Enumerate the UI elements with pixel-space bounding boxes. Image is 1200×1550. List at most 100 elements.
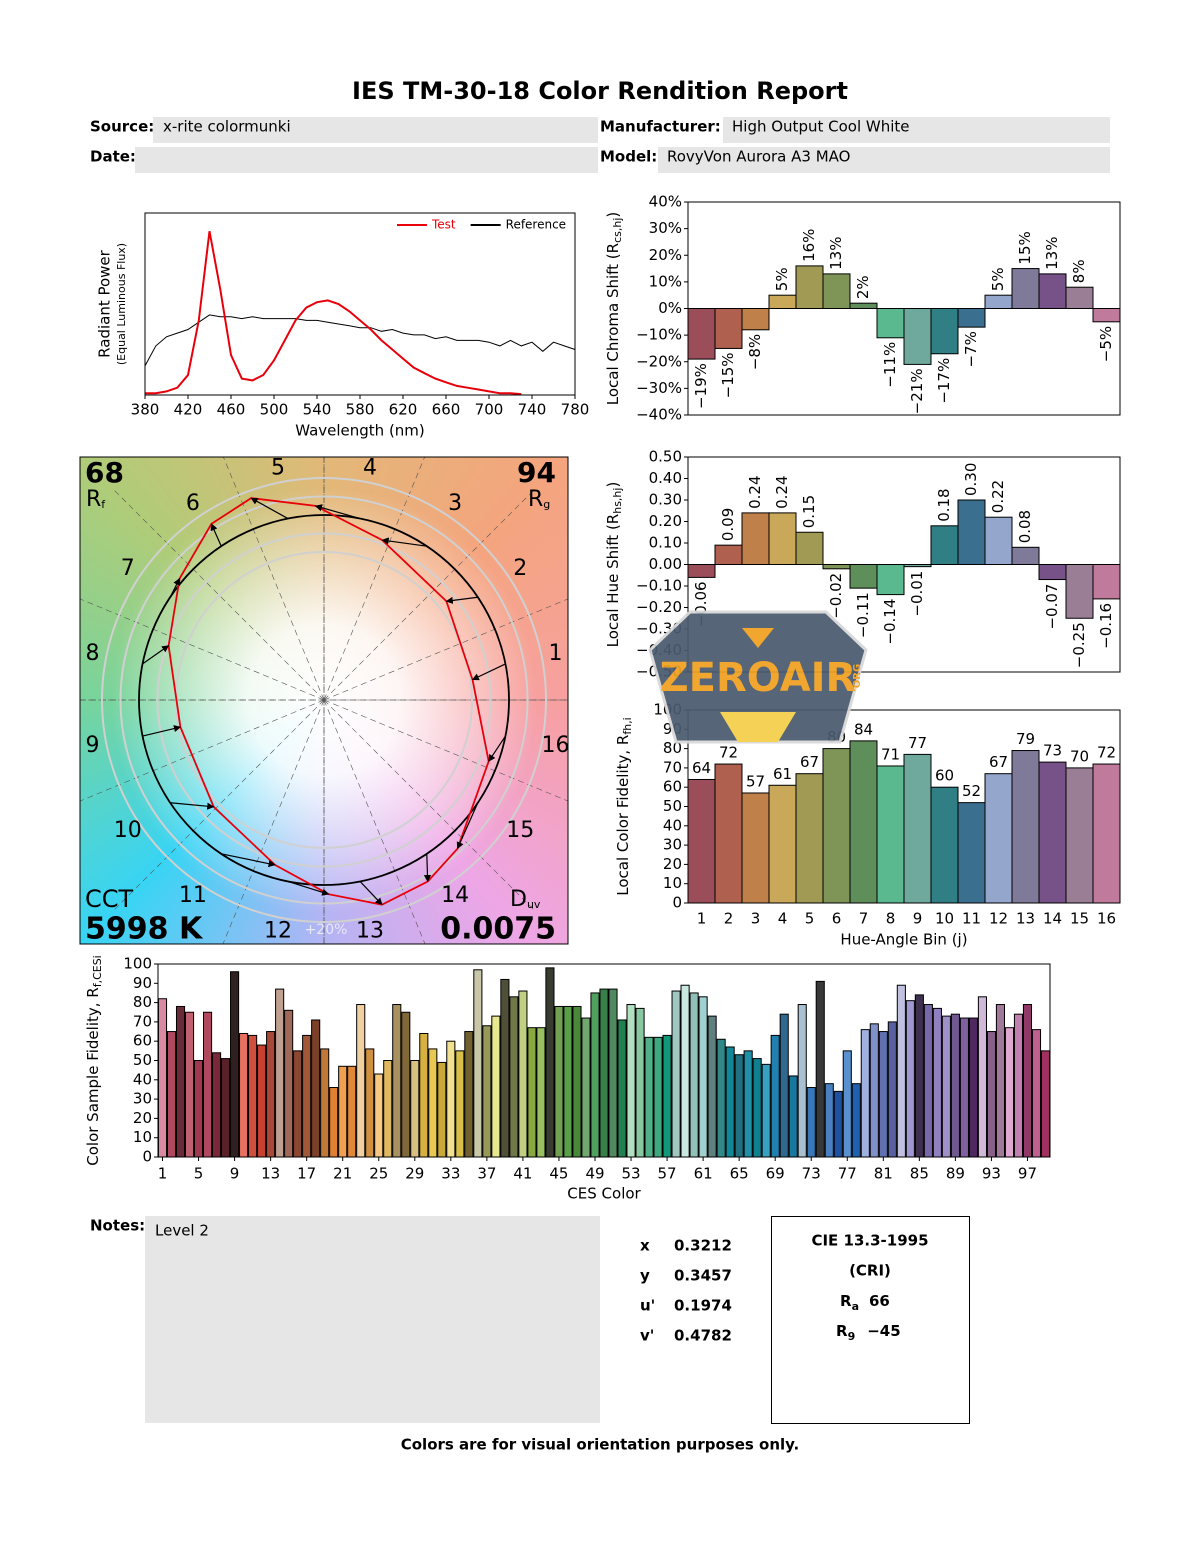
x-tick-label: 85 — [910, 1165, 929, 1183]
bar — [768, 784, 797, 904]
bar — [957, 308, 986, 328]
y-tick-label: 50 — [663, 797, 682, 815]
shift-arrow — [488, 735, 506, 762]
y-tick-label: 0.20 — [649, 512, 682, 530]
bar — [410, 1060, 420, 1158]
y-tick-label: −20% — [636, 352, 682, 370]
bar — [536, 1027, 546, 1158]
x-tick-label: 57 — [658, 1165, 677, 1183]
x-tick-label: 65 — [730, 1165, 749, 1183]
charts: 380 420 460 500 540 580 620 660 700 740 780Wavelen… — [79, 193, 1121, 1203]
value-label: 52 — [962, 782, 981, 800]
bar — [1038, 273, 1067, 310]
grid-ring — [156, 532, 492, 868]
bar — [984, 516, 1013, 566]
value-label: −5% — [1097, 326, 1115, 362]
bar — [1092, 564, 1121, 600]
value-label: −19% — [692, 363, 710, 409]
bar — [795, 531, 824, 565]
shift-arrow — [169, 577, 181, 598]
x-tick-label: 29 — [405, 1165, 424, 1183]
bar — [833, 1090, 843, 1158]
field-box — [723, 117, 1110, 143]
bar — [599, 988, 609, 1158]
cri-ra-sub: a — [852, 1300, 859, 1313]
value-label: 5% — [773, 267, 791, 291]
x-tick-label: 660 — [432, 401, 461, 419]
field-box — [658, 147, 1110, 173]
bin-label: 14 — [441, 883, 469, 908]
chromaticity-value: 0.3212 — [674, 1237, 732, 1255]
cri-ra: Ra 66 — [840, 1292, 890, 1314]
axis-label-part: fh,i — [621, 717, 634, 734]
bar — [896, 984, 906, 1158]
value-label: 77 — [908, 734, 927, 752]
bar — [545, 967, 555, 1158]
bar — [815, 980, 825, 1158]
axis-label: Rf — [86, 487, 106, 512]
value-label: −0.07 — [1043, 584, 1061, 630]
bar — [941, 1015, 951, 1158]
bin-label: 16 — [541, 733, 569, 758]
x-tick-label: 10 — [935, 910, 954, 928]
y-tick-label: 10% — [649, 272, 682, 290]
bin-label: 7 — [121, 556, 135, 581]
value-label: −11% — [881, 342, 899, 388]
rg-value: 94 — [517, 456, 556, 489]
value-label: 13% — [827, 237, 845, 270]
x-tick-label: 460 — [217, 401, 246, 419]
bin-boundary — [323, 699, 568, 802]
bin-boundary — [223, 457, 325, 701]
bin-label: 1 — [548, 641, 562, 666]
bar — [869, 1023, 879, 1158]
bar — [635, 1007, 645, 1158]
bar — [464, 1031, 474, 1158]
bar — [968, 1017, 978, 1158]
value-label: 71 — [881, 745, 900, 763]
bar — [905, 1000, 915, 1158]
bar — [455, 1050, 465, 1158]
value-label: 84 — [854, 720, 873, 738]
value-label: 73 — [1043, 742, 1062, 760]
bar — [662, 1034, 672, 1158]
bar — [221, 1058, 231, 1158]
axis-label-part: f — [101, 498, 106, 511]
bar — [437, 1061, 447, 1158]
y-tick-label: 30% — [649, 219, 682, 237]
chromaticity-value: 0.1974 — [674, 1297, 732, 1315]
bar — [743, 1050, 753, 1158]
value-label: 60 — [935, 767, 954, 785]
bar — [741, 308, 770, 331]
shift-arrow — [445, 596, 478, 604]
bar — [714, 544, 743, 566]
x-tick-label: 2 — [724, 910, 734, 928]
y-tick-label: 40% — [649, 193, 682, 211]
bar — [903, 564, 932, 568]
x-tick-label: 9 — [913, 910, 923, 928]
bin-boundary — [323, 699, 537, 913]
value-label: 0.18 — [935, 488, 953, 521]
axis-label-part: ) — [604, 482, 622, 488]
axis-label-part: Local Color Fidelity, R — [614, 735, 632, 896]
bar — [716, 1038, 726, 1158]
axis-label-part: uv — [527, 898, 541, 911]
value-label: −0.14 — [881, 599, 899, 645]
y-tick-label: 0.50 — [649, 448, 682, 466]
bar — [903, 753, 932, 904]
bar — [959, 1017, 969, 1158]
bar — [687, 308, 716, 360]
bar — [617, 1019, 627, 1158]
value-label: 0.08 — [1016, 510, 1034, 543]
watermark: ZEROAIR ORG — [648, 610, 868, 744]
x-tick-label: 5 — [805, 910, 815, 928]
bar — [795, 265, 824, 309]
y-tick-label: 90 — [133, 974, 152, 992]
value-label: 70 — [1070, 747, 1089, 765]
bin-boundary — [111, 487, 325, 701]
chromaticity-label: x — [640, 1237, 650, 1255]
field-value: RovyVon Aurora A3 MAO — [667, 148, 850, 166]
bar — [1065, 564, 1094, 619]
bin-label: 5 — [271, 456, 285, 481]
